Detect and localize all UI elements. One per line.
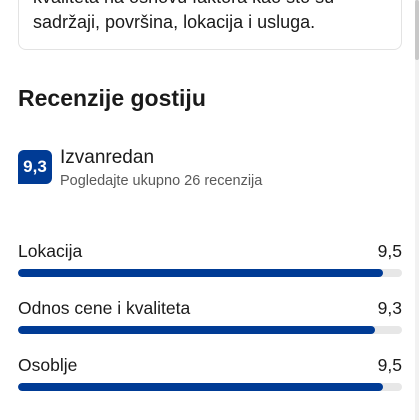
guest-reviews-heading: Recenzije gostiju: [18, 85, 206, 111]
category-name: Odnos cene i kvaliteta: [18, 298, 191, 318]
scrollbar-thumb[interactable]: [415, 0, 419, 60]
category-progress-track: [18, 269, 402, 277]
info-text-line-2: sadržaji, površina, lokacija i usluga.: [33, 12, 316, 32]
review-score-badge: 9,3: [18, 150, 52, 184]
property-info-card: kvaliteta na osnovu faktora kao što su s…: [18, 0, 402, 50]
review-score-summary[interactable]: 9,3 Izvanredan Pogledajte ukupno 26 rece…: [18, 146, 398, 194]
see-all-reviews-link[interactable]: Pogledajte ukupno 26 recenzija: [60, 173, 263, 189]
category-row-location: Lokacija 9,5: [18, 240, 404, 280]
category-name: Osoblje: [18, 355, 78, 375]
category-row-staff: Osoblje 9,5: [18, 354, 404, 394]
info-text-line-1: kvaliteta na osnovu faktora kao što su: [33, 0, 334, 8]
category-progress-track: [18, 383, 402, 391]
category-progress-fill: [18, 326, 376, 334]
category-name: Lokacija: [18, 241, 83, 261]
category-progress-fill: [18, 269, 383, 277]
category-progress-fill: [18, 383, 383, 391]
category-score: 9,5: [377, 241, 402, 261]
page-scrollbar[interactable]: [415, 0, 419, 420]
category-row-value-for-money: Odnos cene i kvaliteta 9,3: [18, 297, 404, 337]
category-score: 9,3: [377, 298, 402, 318]
category-progress-track: [18, 326, 402, 334]
category-score: 9,5: [377, 355, 402, 375]
rating-word: Izvanredan: [60, 147, 155, 168]
